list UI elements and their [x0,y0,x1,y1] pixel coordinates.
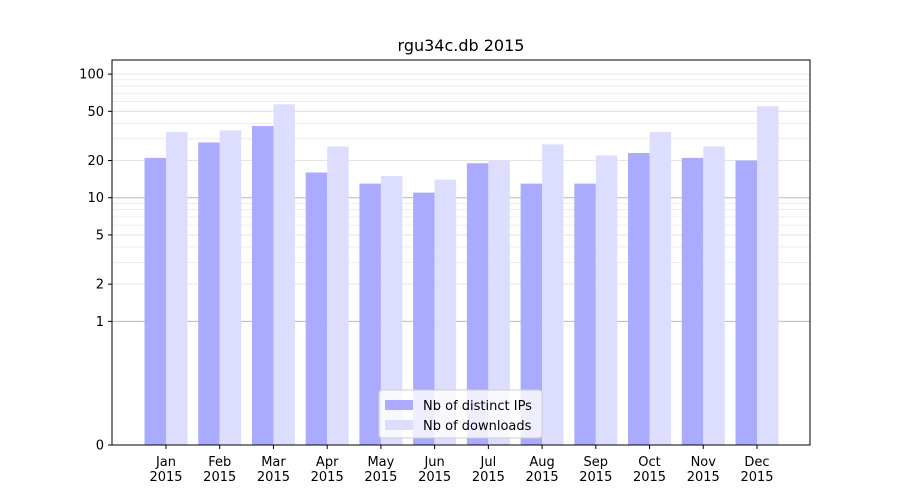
bar-distinct-ips [681,157,704,446]
bar-downloads [649,132,672,446]
legend: Nb of distinct IPs Nb of downloads [378,389,543,439]
bar-downloads [542,144,564,445]
y-tick-label: 10 [87,191,104,206]
bar-distinct-ips [198,142,220,445]
x-tick-label: Sep 2015 [579,455,612,485]
x-tick-label: Dec 2015 [740,455,773,485]
legend-label-downloads: Nb of downloads [423,419,532,434]
bar-distinct-ips [735,160,757,445]
bar-distinct-ips [520,183,543,445]
x-tick-label: Jul 2015 [472,455,505,485]
bar-distinct-ips [251,126,274,445]
y-tick-label: 0 [96,439,104,454]
y-tick-label: 100 [79,68,104,83]
bar-downloads [703,146,725,445]
y-tick-label: 5 [96,228,104,243]
x-axis-ticks: Jan 2015 Feb 2015 Mar 2015 Apr 2015 May 2015 Jun 20… [149,445,774,485]
bar-distinct-ips [466,163,489,445]
y-tick-label: 2 [96,278,104,293]
bar-downloads [327,146,349,445]
legend-box [378,389,543,439]
x-tick-label: May 2015 [364,455,397,485]
x-tick-label: Aug 2015 [526,455,559,485]
legend-swatch-downloads [385,420,413,430]
bar-distinct-ips [574,183,596,445]
bar-distinct-ips [144,157,166,446]
y-axis-ticks: 0 1 2 5 10 20 50 100 [79,68,112,454]
x-tick-label: Mar 2015 [257,455,290,485]
bars [144,104,779,446]
legend-swatch-distinct-ips [385,400,413,410]
bar-downloads [380,175,403,445]
bar-downloads [595,155,618,445]
bar-downloads [273,104,295,445]
chart-title: rgu34c.db 2015 [398,36,525,55]
x-tick-label: Jan 2015 [149,455,182,485]
bar-downloads [219,130,242,445]
bar-distinct-ips [628,153,650,445]
y-tick-label: 1 [96,315,104,330]
y-tick-label: 50 [87,105,104,120]
x-tick-label: Feb 2015 [203,455,236,485]
bar-distinct-ips [413,192,435,445]
x-tick-label: Oct 2015 [633,455,666,485]
bar-downloads [434,179,457,446]
y-tick-label: 20 [87,154,104,169]
bar-distinct-ips [359,183,381,445]
bar-downloads [166,132,188,446]
bar-downloads [488,160,510,445]
x-tick-label: Apr 2015 [311,455,344,485]
bar-distinct-ips [305,172,328,446]
x-tick-label: Jun 2015 [418,455,451,485]
legend-label-distinct-ips: Nb of distinct IPs [423,399,532,414]
plot-frame [111,59,811,446]
x-tick-label: Nov 2015 [687,455,720,485]
bar-downloads [757,106,779,445]
